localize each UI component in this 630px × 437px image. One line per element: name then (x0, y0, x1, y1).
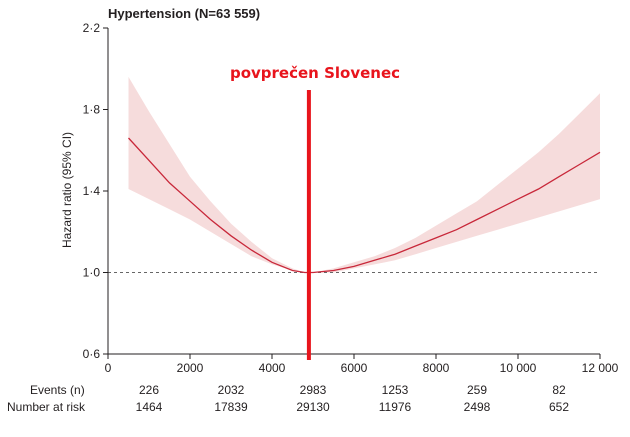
x-tick-label: 4000 (259, 361, 286, 375)
events-value: 82 (552, 383, 566, 397)
events-value: 2983 (300, 383, 327, 397)
at-risk-value: 1464 (136, 400, 163, 414)
y-tick-label: 1·0 (83, 266, 101, 280)
at-risk-value: 652 (549, 400, 569, 414)
x-tick-label: 8000 (423, 361, 450, 375)
events-value: 2032 (218, 383, 245, 397)
events-value: 226 (139, 383, 159, 397)
x-tick-label: 12 000 (582, 361, 619, 375)
events-value: 259 (467, 383, 487, 397)
risk-row-label-at-risk: Number at risk (7, 400, 86, 414)
x-tick-label: 10 000 (500, 361, 537, 375)
x-tick-label: 0 (105, 361, 112, 375)
y-axis-label: Hazard ratio (95% CI) (60, 132, 74, 248)
y-tick-label: 1·8 (83, 103, 101, 117)
at-risk-value: 11976 (379, 400, 412, 414)
annotation-label: povprečen Slovenec (230, 64, 400, 82)
plot-area: 0·6 1·0 1·4 1·8 2·2 0 2000 4000 6000 8000 10 000 12… (7, 21, 619, 414)
x-tick-label: 6000 (341, 361, 368, 375)
at-risk-value: 2498 (464, 400, 491, 414)
chart-title: Hypertension (N=63 559) (108, 6, 260, 21)
risk-row-label-events: Events (n) (30, 383, 85, 397)
y-tick-label: 1·4 (83, 184, 101, 198)
confidence-band (128, 76, 600, 273)
at-risk-value: 17839 (214, 400, 248, 414)
events-value: 1253 (382, 383, 409, 397)
at-risk-value: 29130 (296, 400, 330, 414)
y-tick-label: 2·2 (83, 21, 101, 35)
y-tick-label: 0·6 (83, 347, 101, 361)
hazard-ratio-line (128, 137, 601, 274)
x-tick-label: 2000 (177, 361, 204, 375)
